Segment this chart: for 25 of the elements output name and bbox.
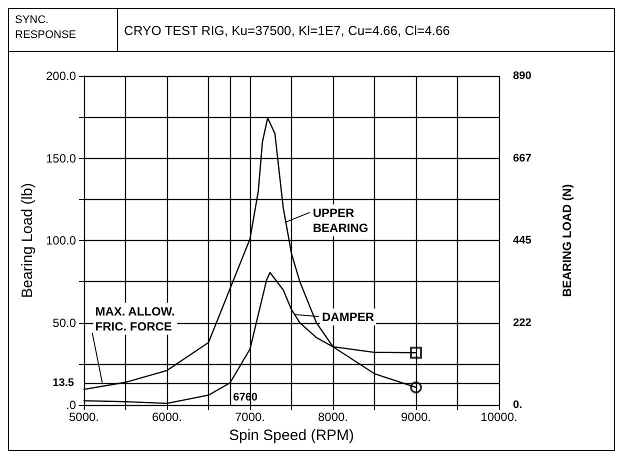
- y-tick-label: 200.0: [46, 69, 76, 83]
- y2-tick-label: 0.: [513, 399, 522, 411]
- y2-axis-title: BEARING LOAD (N): [560, 184, 574, 297]
- y-tick-label: .0: [66, 398, 76, 412]
- y2-tick-label: 667: [513, 152, 532, 164]
- x-tick-label: 5000.: [68, 410, 100, 424]
- chart-subtitle: CRYO TEST RIG, Ku=37500, Kl=1E7, Cu=4.66, Cl=4.66: [123, 22, 451, 40]
- annotation: MAX. ALLOW. FRIC. FORCE: [95, 304, 175, 334]
- x-axis-title: Spin Speed (RPM): [228, 426, 354, 444]
- x-tick-label: 8000.: [318, 410, 348, 424]
- y-tick-label: 50.0: [52, 316, 76, 330]
- y2-tick-label: 890: [513, 70, 532, 82]
- ref-line-label: 13.5: [52, 376, 74, 389]
- y2-tick-label: 445: [513, 234, 532, 246]
- x-tick-label: 6000.: [152, 410, 182, 424]
- chart-title: SYNC. RESPONSE: [9, 9, 118, 51]
- x-tick-label: 7000.: [234, 410, 266, 424]
- y-tick-label: 150.0: [46, 151, 76, 166]
- annotation: UPPER BEARING: [312, 206, 368, 235]
- y-axis-title: Bearing Load (lb): [19, 182, 36, 298]
- x-tick-label: 10000.: [480, 410, 518, 424]
- y2-tick-label: 222: [513, 316, 532, 329]
- x-tick-label: 9000.: [400, 410, 432, 424]
- y-tick-label: 100.0: [46, 234, 76, 248]
- annotation: DAMPER: [322, 310, 374, 324]
